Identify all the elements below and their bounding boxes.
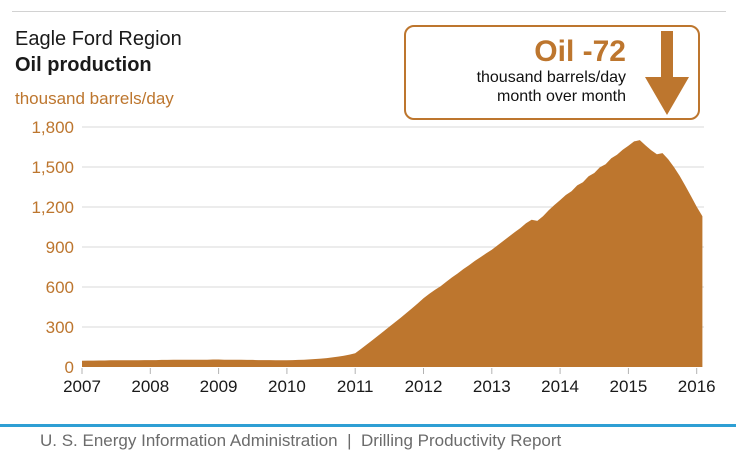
y-tick-label-900: 900	[46, 238, 74, 257]
production-area-series	[82, 140, 703, 367]
x-tick-label-2011: 2011	[337, 377, 374, 396]
footer-source-text: U. S. Energy Information Administration …	[40, 431, 562, 450]
change-units-label: thousand barrels/day	[476, 69, 626, 86]
y-tick-label-1200: 1,200	[31, 198, 74, 217]
change-period-label: month over month	[497, 88, 626, 105]
change-headline: Oil -72	[534, 35, 626, 68]
x-tick-label-2012: 2012	[405, 377, 443, 396]
x-tick-label-2013: 2013	[473, 377, 511, 396]
change-callout-box: Oil -72 thousand barrels/day month over …	[404, 25, 700, 120]
x-tick-label-2010: 2010	[268, 377, 306, 396]
x-tick-label-2015: 2015	[609, 377, 647, 396]
y-tick-label-1800: 1,800	[31, 118, 74, 137]
metric-title: Oil production	[15, 54, 152, 76]
y-tick-label-1500: 1,500	[31, 158, 74, 177]
x-tick-label-2014: 2014	[541, 377, 579, 396]
y-tick-label-0: 0	[65, 358, 74, 377]
down-arrow-icon	[636, 27, 698, 118]
chart-header: Eagle Ford Region Oil production thousan…	[15, 26, 182, 109]
region-title: Eagle Ford Region	[15, 28, 182, 50]
x-tick-label-2007: 2007	[63, 377, 101, 396]
x-tick-label-2008: 2008	[131, 377, 169, 396]
x-tick-label-2009: 2009	[200, 377, 238, 396]
footer-accent-line	[0, 424, 736, 427]
down-arrow-glyph	[645, 30, 689, 115]
top-divider	[12, 11, 726, 12]
y-tick-label-600: 600	[46, 278, 74, 297]
y-axis-units-label: thousand barrels/day	[15, 89, 174, 108]
x-tick-label-2016: 2016	[678, 377, 716, 396]
change-callout-text: Oil -72 thousand barrels/day month over …	[406, 27, 636, 106]
y-tick-label-300: 300	[46, 318, 74, 337]
